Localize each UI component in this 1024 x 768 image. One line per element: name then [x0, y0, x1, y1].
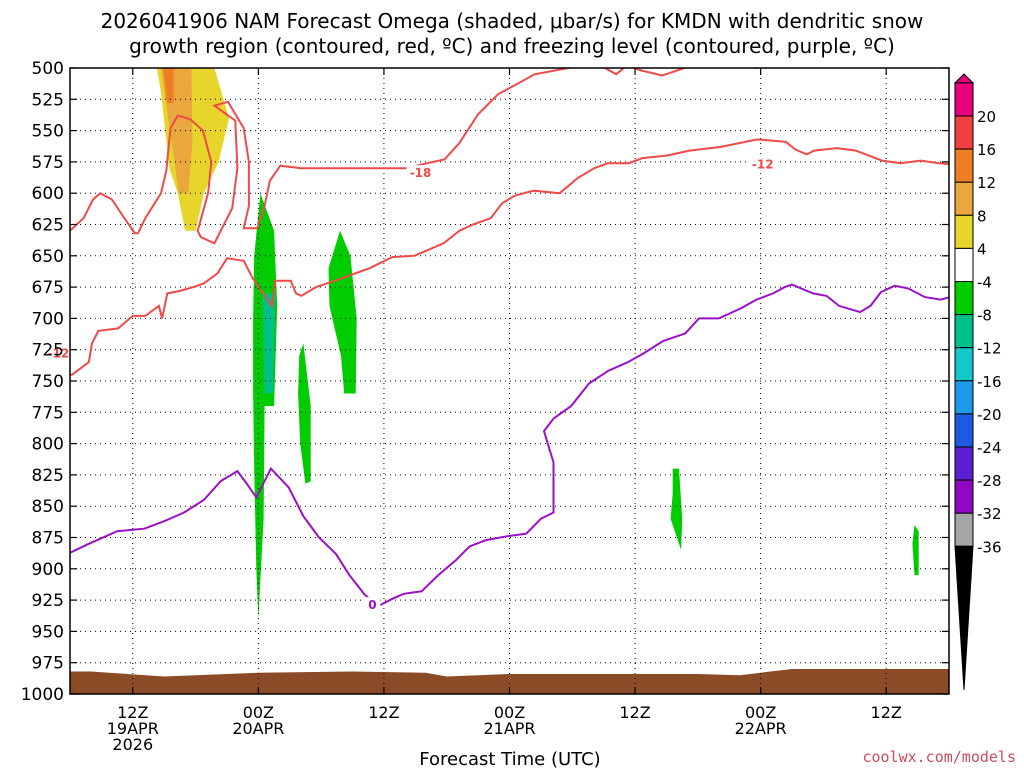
colorbar-bin-2	[954, 148, 974, 183]
colorbar-bin-9	[954, 380, 974, 415]
colorbar-bin-8	[954, 347, 974, 382]
contour-labels: -18 -12 -12 0	[44, 156, 777, 612]
omega-region-3	[420, 68, 486, 319]
colorbar-label-0: 20	[977, 108, 996, 126]
colorbar-label-8: -16	[977, 373, 1002, 391]
colorbar-bin-0	[954, 82, 974, 117]
x-tick-label-5-0: 00Z	[745, 703, 776, 722]
plot-area	[70, 68, 949, 694]
dgz-label-bg-1	[44, 345, 73, 360]
y-axis: 500 525 550 575 600 625 650 675 700 725 750 775 800 8…	[21, 59, 949, 705]
colorbar-label-2: 12	[977, 174, 996, 192]
colorbar: 20 16 12 8 4 -4 -8 -12 -16 -20 -24 -28 -32 -36	[953, 73, 1002, 691]
colorbar-label-5: -4	[977, 274, 992, 292]
y-tick-label-16: 900	[32, 560, 64, 580]
omega-region-13	[912, 525, 919, 576]
colorbar-bin-6	[954, 281, 974, 316]
colorbar-bin-3	[954, 181, 974, 216]
chart-title-line-2: growth region (contoured, red, ºC) and f…	[129, 34, 895, 58]
omega-region-12	[670, 468, 683, 550]
colorbar-bin-12	[954, 479, 974, 514]
chart-title-line-1: 2026041906 NAM Forecast Omega (shaded, μ…	[101, 9, 924, 33]
y-tick-label-20: 1000	[21, 685, 64, 705]
y-tick-label-0: 500	[32, 59, 64, 79]
y-tick-label-15: 875	[32, 529, 64, 549]
y-tick-label-14: 850	[32, 497, 64, 517]
y-tick-label-7: 675	[32, 278, 64, 298]
x-tick-label-3-0: 00Z	[494, 703, 525, 722]
colorbar-bottom-arrow	[954, 545, 974, 691]
freezing-level-label-bg	[364, 597, 381, 612]
colorbar-bin-4	[954, 214, 974, 249]
y-tick-label-2: 550	[32, 122, 64, 142]
dgz-label-bg-2	[748, 156, 777, 171]
y-tick-label-17: 925	[32, 591, 64, 611]
terrain-surface	[70, 669, 949, 694]
x-tick-label-5-1: 22APR	[735, 719, 787, 738]
y-tick-label-19: 975	[32, 654, 64, 674]
y-tick-label-1: 525	[32, 90, 64, 110]
terrain	[70, 669, 949, 694]
y-tick-label-11: 775	[32, 403, 64, 423]
dgz-label-bg-0	[406, 165, 435, 180]
colorbar-label-3: 8	[977, 207, 987, 225]
colorbar-label-4: 4	[977, 240, 987, 258]
freezing-level-label: 0	[368, 598, 376, 612]
colorbar-top-arrow	[953, 73, 975, 84]
x-tick-label-2-0: 12Z	[368, 703, 399, 722]
y-tick-label-6: 650	[32, 247, 64, 267]
x-tick-label-1-1: 20APR	[232, 719, 284, 738]
freezing-level-contour	[70, 283, 949, 608]
colorbar-label-10: -24	[977, 439, 1002, 457]
x-tick-label-0-2: 2026	[112, 735, 153, 754]
colorbar-bin-7	[954, 314, 974, 349]
omega-region-0	[70, 142, 160, 603]
x-tick-label-1-0: 00Z	[243, 703, 274, 722]
y-tick-label-12: 800	[32, 435, 64, 455]
omega-region-6	[163, 68, 174, 104]
omega-region-10	[328, 230, 357, 394]
dgz-contour-label-2: -12	[752, 157, 774, 171]
colorbar-bin-1	[954, 115, 974, 150]
x-tick-label-0-0: 12Z	[117, 703, 148, 722]
colorbar-label-7: -12	[977, 340, 1002, 358]
omega-region-8	[253, 193, 278, 619]
y-tick-label-18: 950	[32, 622, 64, 642]
dgz-contour-label-1: -12	[48, 346, 70, 360]
y-tick-label-10: 750	[32, 372, 64, 392]
omega-region-9	[298, 343, 311, 484]
dgz-contour-0	[70, 68, 685, 245]
credit-text: coolwx.com/models	[862, 748, 1016, 766]
colorbar-bin-11	[954, 446, 974, 481]
colorbar-bin-10	[954, 413, 974, 448]
y-tick-label-5: 625	[32, 216, 64, 236]
dgz-contour-1	[70, 138, 949, 376]
y-tick-label-8: 700	[32, 309, 64, 329]
y-tick-label-3: 575	[32, 153, 64, 173]
x-tick-label-0-1: 19APR	[107, 719, 159, 738]
omega-region-14	[262, 293, 276, 394]
x-tick-label-4-0: 12Z	[619, 703, 650, 722]
colorbar-label-6: -8	[977, 307, 992, 325]
colorbar-label-1: 16	[977, 141, 996, 159]
colorbar-label-11: -28	[977, 472, 1002, 490]
dgz-contour-label-0: -18	[410, 166, 432, 180]
colorbar-bin-5	[954, 247, 974, 282]
y-tick-label-4: 600	[32, 184, 64, 204]
colorbar-label-9: -20	[977, 406, 1002, 424]
colorbar-bin-13	[954, 512, 974, 547]
omega-shading	[70, 68, 919, 619]
colorbar-label-13: -36	[977, 538, 1002, 556]
omega-region-2	[375, 68, 414, 81]
colorbar-label-12: -32	[977, 505, 1002, 523]
freezing-level-line	[70, 283, 949, 608]
y-tick-label-13: 825	[32, 466, 64, 486]
x-axis-label: Forecast Time (UTC)	[419, 749, 600, 768]
x-tick-label-6-0: 12Z	[871, 703, 902, 722]
y-tick-label-9: 725	[32, 341, 64, 361]
x-tick-label-3-1: 21APR	[483, 719, 535, 738]
dendritic-growth-contours	[70, 68, 949, 376]
